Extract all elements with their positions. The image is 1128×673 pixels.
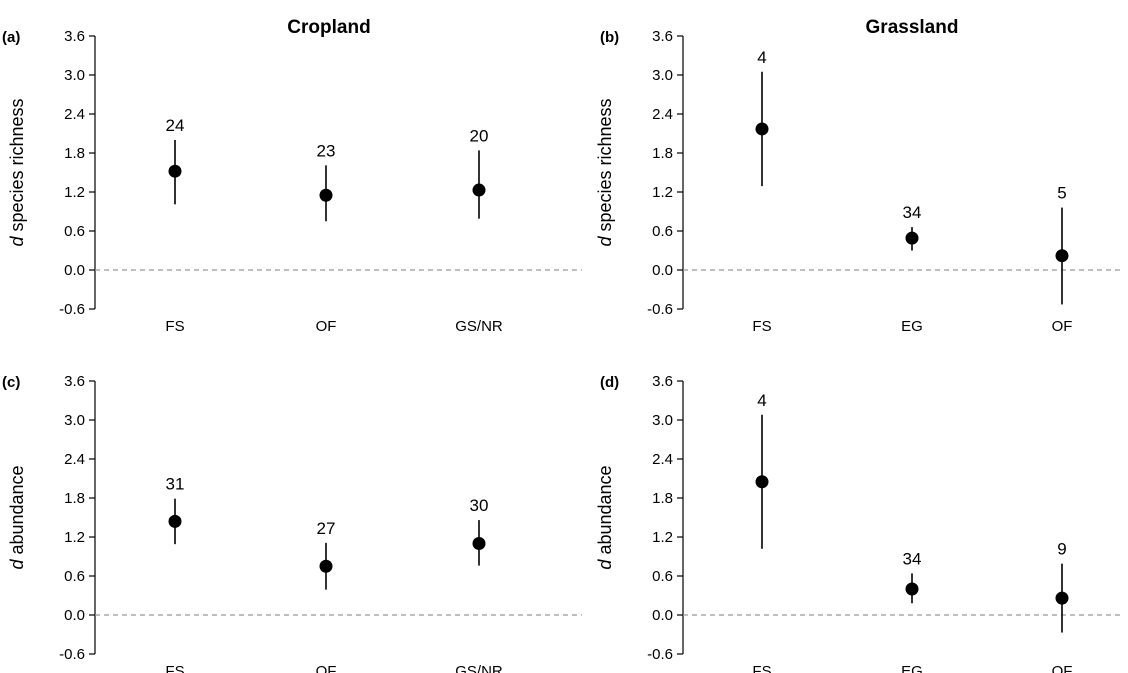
- y-axis-title-rest: abundance: [7, 465, 27, 559]
- y-tick-label: -0.6: [59, 301, 85, 318]
- y-tick-label: 3.6: [64, 373, 85, 390]
- sample-size-label: 23: [317, 141, 336, 160]
- panel-b: (b) Grassland d species richness 3.6 3.0 2…: [595, 17, 1120, 335]
- y-tick-label: 0.6: [652, 568, 673, 585]
- y-tick-label: 1.2: [64, 184, 85, 201]
- y-tick-label: 1.8: [64, 490, 85, 507]
- sample-size-label: 20: [470, 126, 489, 145]
- mean-point: [755, 122, 769, 136]
- y-tick-label: 0.6: [652, 223, 673, 240]
- y-tick-label: 0.0: [652, 262, 673, 279]
- y-tick-label: 3.6: [64, 28, 85, 45]
- panel-tag: (b): [600, 29, 619, 46]
- sample-size-label: 34: [903, 203, 922, 222]
- y-axis-title: d species richness: [7, 98, 27, 246]
- y-tick-label: 0.0: [652, 607, 673, 624]
- y-tick-label: 3.0: [652, 67, 673, 84]
- y-tick-label: 3.0: [64, 67, 85, 84]
- y-tick-label: 2.4: [64, 106, 85, 123]
- data-points: 4 FS 34 EG 5 OF: [752, 48, 1072, 335]
- y-tick-label: 0.6: [64, 223, 85, 240]
- panel-tag: (d): [600, 374, 619, 391]
- y-axis-title-italic: d: [595, 559, 615, 570]
- y-tick-label: 1.8: [64, 145, 85, 162]
- y-axis-title-rest: species richness: [595, 98, 615, 236]
- y-axis-title: d abundance: [7, 465, 27, 569]
- sample-size-label: 5: [1057, 184, 1066, 203]
- category-label: EG: [901, 318, 923, 335]
- mean-point: [319, 188, 333, 202]
- category-label: FS: [165, 663, 184, 673]
- y-axis-title-rest: species richness: [7, 98, 27, 236]
- mean-point: [168, 164, 182, 178]
- category-label: FS: [752, 663, 771, 673]
- category-label: FS: [165, 318, 184, 335]
- sample-size-label: 4: [757, 48, 766, 67]
- y-axis-title: d abundance: [595, 465, 615, 569]
- category-label: OF: [316, 663, 337, 673]
- panel-tag: (a): [2, 29, 20, 46]
- data-points: 31 FS 27 OF 30 GS/NR: [165, 475, 503, 673]
- y-tick-label: 3.6: [652, 373, 673, 390]
- y-tick-label: 1.8: [652, 490, 673, 507]
- y-tick-label: 2.4: [64, 451, 85, 468]
- category-label: OF: [316, 318, 337, 335]
- y-tick-label: -0.6: [647, 646, 673, 663]
- y-ticks: 3.6 3.0 2.4 1.8 1.2 0.6 0.0 -0.6: [59, 373, 95, 663]
- sample-size-label: 31: [166, 475, 185, 494]
- mean-point: [905, 582, 919, 596]
- panel-title: Cropland: [287, 17, 370, 38]
- y-axis-title-italic: d: [7, 559, 27, 570]
- panel-c: (c) d abundance 3.6 3.0 2.4 1.8 1.2 0.6 0.0 -0.…: [2, 373, 582, 673]
- mean-point: [755, 475, 769, 489]
- category-label: FS: [752, 318, 771, 335]
- mean-point: [905, 231, 919, 245]
- mean-point: [472, 183, 486, 197]
- sample-size-label: 27: [317, 519, 336, 538]
- y-axis-title-italic: d: [7, 236, 27, 247]
- mean-point: [319, 559, 333, 573]
- mean-point: [1055, 591, 1069, 605]
- y-tick-label: 2.4: [652, 451, 673, 468]
- y-tick-label: 3.0: [64, 412, 85, 429]
- panel-title: Grassland: [866, 17, 959, 38]
- panel-d: (d) d abundance 3.6 3.0 2.4 1.8 1.2 0.6 0.0 -0.…: [595, 373, 1120, 673]
- y-axis-title: d species richness: [595, 98, 615, 246]
- y-tick-label: -0.6: [647, 301, 673, 318]
- panel-tag: (c): [2, 374, 20, 391]
- y-tick-label: 1.2: [64, 529, 85, 546]
- mean-point: [168, 514, 182, 528]
- category-label: GS/NR: [455, 318, 503, 335]
- y-ticks: 3.6 3.0 2.4 1.8 1.2 0.6 0.0 -0.6: [647, 373, 683, 663]
- data-points: 24 FS 23 OF 20 GS/NR: [165, 116, 503, 335]
- category-label: OF: [1052, 663, 1073, 673]
- y-tick-label: 0.0: [64, 262, 85, 279]
- y-tick-label: 2.4: [652, 106, 673, 123]
- mean-point: [472, 537, 486, 550]
- panel-a: (a) Cropland d species richness 3.6 3.0 2.…: [2, 17, 582, 335]
- sample-size-label: 30: [470, 496, 489, 515]
- y-tick-label: -0.6: [59, 646, 85, 663]
- category-label: OF: [1052, 318, 1073, 335]
- y-tick-label: 0.6: [64, 568, 85, 585]
- data-points: 4 FS 34 EG 9 OF: [752, 391, 1072, 673]
- sample-size-label: 4: [757, 391, 766, 410]
- y-ticks: 3.6 3.0 2.4 1.8 1.2 0.6 0.0 -0.6: [647, 28, 683, 318]
- y-tick-label: 3.6: [652, 28, 673, 45]
- y-axis-title-italic: d: [595, 236, 615, 247]
- y-tick-label: 1.8: [652, 145, 673, 162]
- y-tick-label: 0.0: [64, 607, 85, 624]
- sample-size-label: 24: [166, 116, 185, 135]
- category-label: EG: [901, 663, 923, 673]
- mean-point: [1055, 249, 1069, 263]
- sample-size-label: 34: [903, 549, 922, 568]
- y-tick-label: 1.2: [652, 529, 673, 546]
- sample-size-label: 9: [1057, 540, 1066, 559]
- y-axis-title-rest: abundance: [595, 465, 615, 559]
- y-ticks: 3.6 3.0 2.4 1.8 1.2 0.6 0.0 -0.6: [59, 28, 95, 318]
- y-tick-label: 1.2: [652, 184, 673, 201]
- category-label: GS/NR: [455, 663, 503, 673]
- y-tick-label: 3.0: [652, 412, 673, 429]
